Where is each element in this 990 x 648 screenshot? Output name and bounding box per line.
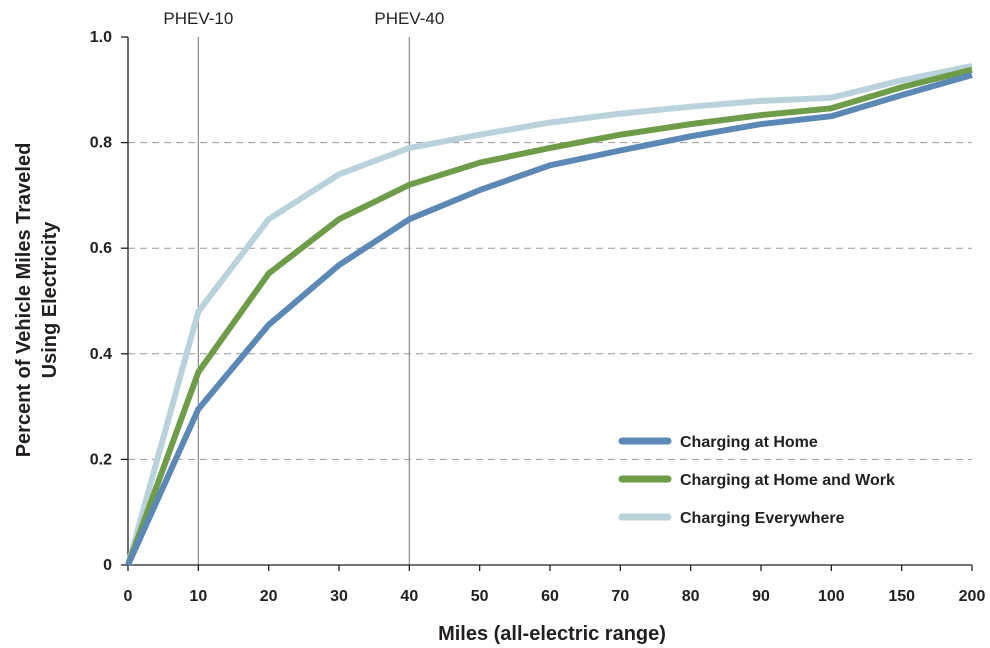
series-line-charging-at-home-and-work [125, 66, 973, 567]
y-tick-label: 0.4 [90, 346, 112, 363]
series-line-charging-everywhere [125, 63, 973, 566]
x-tick-label: 50 [471, 588, 489, 605]
x-axis-ticks: 0 10 20 30 40 50 60 70 80 90 100 150 200 [124, 565, 986, 605]
gridlines [128, 142, 972, 460]
legend-label-charging-at-home-and-work: Charging at Home and Work [680, 472, 895, 489]
y-tick-label: 0.2 [90, 451, 112, 468]
x-tick-label: 200 [959, 588, 986, 605]
y-axis-title-line-2: Using Electricity [39, 221, 61, 379]
y-axis-title: Percent of Vehicle Miles Traveled Using … [13, 143, 61, 458]
reference-label-phev-40: PHEV-40 [374, 9, 444, 28]
x-tick-label: 0 [124, 588, 133, 605]
legend-label-charging-everywhere: Charging Everywhere [680, 510, 845, 527]
y-tick-label: 0.6 [90, 240, 112, 257]
y-axis-title-line-1: Percent of Vehicle Miles Traveled [13, 143, 35, 458]
series-lines [125, 63, 973, 567]
x-tick-label: 60 [541, 588, 559, 605]
x-tick-label: 20 [260, 588, 278, 605]
legend-label-charging-at-home: Charging at Home [680, 434, 818, 451]
x-tick-label: 10 [189, 588, 207, 605]
reference-label-phev-10: PHEV-10 [163, 9, 233, 28]
x-axis-title: Miles (all-electric range) [438, 623, 666, 645]
legend: Charging at Home Charging at Home and Wor… [618, 434, 895, 527]
reference-lines: PHEV-10 PHEV-40 [163, 9, 444, 565]
y-tick-label: 0 [103, 557, 112, 574]
x-tick-label: 80 [682, 588, 700, 605]
series-line-charging-at-home [125, 72, 973, 567]
x-tick-label: 70 [611, 588, 629, 605]
x-tick-label: 30 [330, 588, 348, 605]
x-tick-label: 90 [752, 588, 770, 605]
x-tick-label: 100 [818, 588, 845, 605]
x-tick-label: 150 [888, 588, 915, 605]
y-tick-label: 1.0 [90, 29, 112, 46]
y-axis-ticks: 0 0.2 0.4 0.6 0.8 1.0 [90, 29, 128, 574]
x-tick-label: 40 [400, 588, 418, 605]
y-tick-label: 0.8 [90, 135, 112, 152]
